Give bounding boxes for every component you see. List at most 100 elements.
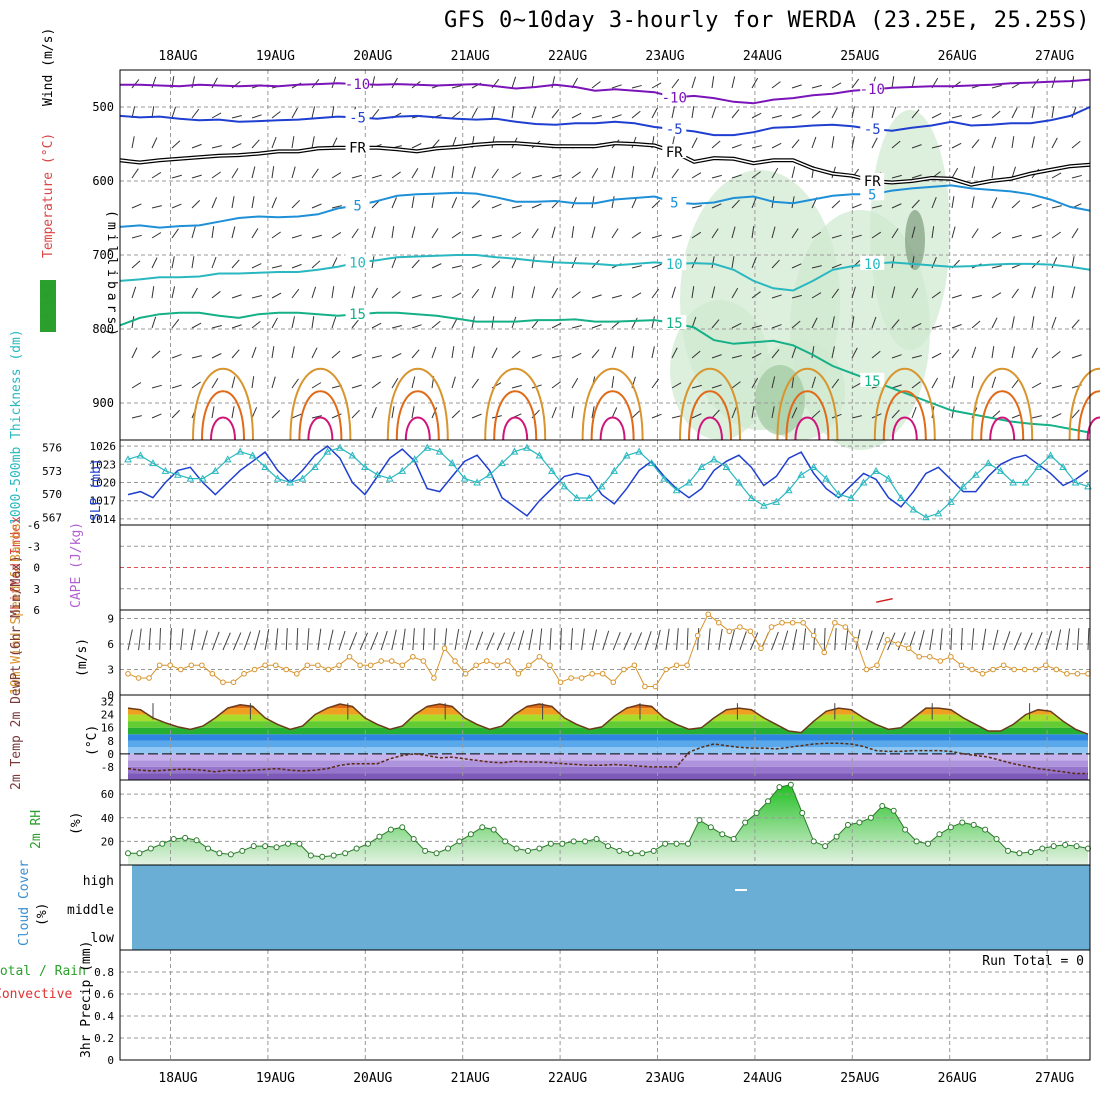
wind-barb (551, 174, 562, 179)
wind-barb (275, 628, 279, 651)
wind-tick-label: 3 (107, 664, 114, 677)
wind-barb (911, 406, 917, 419)
wind-speed-marker (1074, 670, 1081, 677)
thickness-marker (635, 447, 644, 455)
wind-barb (431, 346, 437, 359)
wind-speed-marker (990, 666, 996, 673)
chart-title: GFS 0~10day 3-hourly for WERDA (23.25E, … (443, 8, 1090, 33)
wind-barb (911, 381, 921, 389)
thickness-marker (211, 466, 220, 474)
wind-barb (771, 226, 776, 239)
li-tick-label: 6 (33, 604, 40, 617)
wind-barb (251, 376, 255, 389)
wind-barb (451, 166, 455, 179)
wind-barb (851, 203, 862, 209)
rh-marker (365, 840, 371, 847)
run-total-annotation: Run Total = 0 (982, 954, 1084, 969)
wind-barb (291, 288, 300, 299)
wind-barb (897, 632, 906, 651)
cape-axis-label: CAPE (J/kg) (69, 522, 84, 608)
wind-barb (731, 256, 735, 269)
wind-barb (571, 377, 579, 389)
wind-barb (911, 226, 916, 239)
wind-barb (851, 286, 856, 299)
wind-barb (1031, 415, 1042, 419)
wind-barb (731, 109, 740, 119)
rh-marker (502, 838, 509, 845)
rh-marker (856, 819, 863, 826)
wind-barb (571, 406, 575, 419)
wind-speed-marker (969, 666, 975, 673)
wind-barb (711, 76, 715, 89)
wind-barb (211, 291, 221, 299)
rh-marker (742, 819, 749, 826)
wind-speed-marker (156, 662, 163, 669)
wind-barb (231, 349, 240, 359)
wind-barb (571, 325, 582, 329)
thickness-marker (722, 463, 731, 471)
wind-barb (171, 318, 180, 329)
temperature-lobe (679, 367, 741, 441)
wind-barb (431, 228, 439, 239)
axis-label: RH (%) (41, 283, 56, 330)
rh-marker (170, 836, 177, 843)
rh-marker (833, 833, 840, 840)
wind-barb (851, 106, 855, 119)
wind-barb (511, 76, 517, 89)
wind-barb (451, 376, 456, 389)
wind-barb (171, 106, 177, 119)
wind-barb (471, 288, 480, 299)
rh-marker (262, 843, 269, 850)
thickness-marker (934, 509, 943, 517)
wind-barb (391, 629, 397, 651)
rh-marker (273, 844, 280, 851)
wind-barb (811, 265, 822, 269)
wind-speed-marker (251, 666, 258, 673)
wind-barb (651, 378, 660, 389)
wind-barb (171, 203, 182, 209)
wind-barb (728, 629, 735, 651)
wind-barb (676, 628, 679, 651)
wind-speed-marker (948, 653, 954, 660)
wind-barb (231, 324, 242, 329)
wind-speed-marker (135, 675, 142, 681)
isotherm-label-bg (662, 255, 687, 270)
wind-barb (991, 136, 997, 149)
rh-marker (205, 845, 211, 852)
thickness-marker (523, 443, 531, 451)
wind-barb (591, 324, 602, 329)
wind-barb (571, 291, 581, 299)
wind-barb (851, 136, 855, 149)
wind-barb (151, 350, 161, 359)
thickness-line (127, 447, 1089, 518)
wind-speed-marker (916, 653, 923, 660)
thickness-marker (685, 478, 693, 486)
isotherm-label: 15 (864, 374, 881, 390)
wind-barb (171, 286, 176, 299)
slp-tick-label: 1023 (90, 458, 117, 471)
wind-tick-label: 9 (107, 613, 114, 626)
wind-speed-marker (642, 683, 648, 690)
temperature-lobe (688, 390, 732, 441)
thickness-marker (710, 455, 718, 463)
rh-marker (307, 852, 314, 859)
wind-speed-marker (631, 662, 638, 669)
wind-barb (651, 263, 662, 269)
wind-barb (891, 140, 901, 149)
wind-barb (718, 628, 723, 651)
wind-barb (531, 354, 542, 359)
wind-barb (271, 166, 275, 179)
wind-barb (251, 139, 260, 149)
wind-barb (831, 200, 841, 209)
temp-tick-label: -8 (101, 761, 114, 774)
wind-speed-marker (230, 679, 237, 686)
wind-barb (791, 320, 801, 329)
wind-barb (151, 316, 157, 329)
wind-barb (471, 234, 482, 239)
rh-legend-box (40, 280, 56, 332)
wind-barb (591, 226, 596, 239)
upper-ylabel: RH (%) Temperature (°C) Wind (m/s) (40, 28, 56, 332)
wind-barb (1011, 378, 1020, 389)
wind-barb (231, 376, 236, 389)
wind-barb (651, 82, 662, 89)
